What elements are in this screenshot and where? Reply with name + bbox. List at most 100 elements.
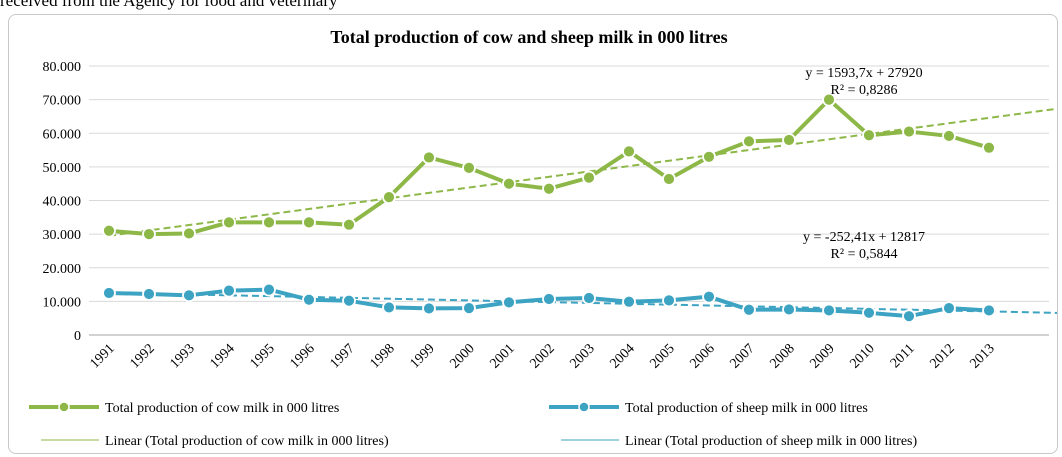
chart-frame: Total production of cow and sheep milk i… <box>8 14 1058 454</box>
data-point <box>702 289 716 304</box>
y-tick-label: 70.000 <box>43 94 82 109</box>
data-point <box>622 294 636 309</box>
x-tick-label: 2011 <box>888 341 918 371</box>
legend-label: Total production of cow milk in 000 litr… <box>105 401 339 416</box>
data-point <box>822 92 836 107</box>
x-tick-label: 2013 <box>967 341 997 371</box>
data-point <box>262 215 276 230</box>
data-point <box>222 283 236 298</box>
legend-marker <box>58 401 70 413</box>
data-point <box>942 301 956 316</box>
legend-marker <box>578 401 590 413</box>
y-tick-label: 60.000 <box>43 127 82 142</box>
x-tick-label: 2010 <box>847 341 877 371</box>
page-caption: received from the Agency for food and ve… <box>0 0 338 10</box>
y-tick-label: 10.000 <box>43 295 82 310</box>
data-point <box>342 217 356 232</box>
milk-production-chart: Total production of cow and sheep milk i… <box>29 27 1057 449</box>
x-tick-label: 2002 <box>527 341 557 371</box>
data-point <box>302 215 316 230</box>
y-tick-label: 80.000 <box>43 60 82 75</box>
grid-lines <box>89 65 1049 336</box>
x-tick-label: 1991 <box>87 341 117 371</box>
data-point <box>462 160 476 175</box>
data-point <box>902 124 916 139</box>
x-tick-label: 1998 <box>367 341 397 371</box>
data-point <box>422 150 436 165</box>
trendline-r-squared: R² = 0,5844 <box>831 247 898 262</box>
x-tick-label: 2008 <box>767 341 797 371</box>
trendline-equations: y = 1593,7x + 27920 R² = 0,8286 y = -252,4… <box>803 66 925 262</box>
data-point <box>662 172 676 186</box>
trendline-r-squared: R² = 0,8286 <box>831 83 898 98</box>
data-point <box>982 140 996 155</box>
data-point <box>102 286 116 300</box>
legend-label: Linear (Total production of sheep milk i… <box>625 434 918 449</box>
legend-label: Total production of sheep milk in 000 li… <box>625 401 868 416</box>
y-tick-label: 40.000 <box>43 195 82 210</box>
data-point <box>142 227 156 242</box>
x-tick-label: 2001 <box>487 341 517 371</box>
data-point <box>182 288 196 303</box>
data-point <box>102 223 116 238</box>
data-point <box>782 133 796 147</box>
data-point <box>342 293 356 308</box>
data-point <box>542 181 556 196</box>
data-point <box>862 128 876 143</box>
x-tick-label: 2012 <box>927 341 957 371</box>
data-point <box>462 301 476 316</box>
data-point <box>782 302 796 317</box>
x-tick-label: 1996 <box>287 341 317 371</box>
trendline-equation: y = 1593,7x + 27920 <box>805 66 922 81</box>
chart-title: Total production of cow and sheep milk i… <box>330 27 727 47</box>
y-axis-ticks: 0 10.000 20.000 30.000 40.000 50.000 60.000 70.… <box>43 60 82 344</box>
y-tick-label: 50.000 <box>43 161 82 176</box>
y-tick-label: 0 <box>74 329 81 344</box>
data-point <box>502 295 516 310</box>
data-point <box>742 302 756 317</box>
x-tick-label: 1999 <box>407 341 437 371</box>
data-series <box>102 92 996 324</box>
data-point <box>142 287 156 301</box>
x-tick-label: 2007 <box>727 341 757 371</box>
data-point <box>822 303 836 318</box>
data-point <box>382 300 396 315</box>
trendlines <box>108 107 1057 314</box>
x-tick-label: 2009 <box>807 341 837 371</box>
data-point <box>302 292 316 307</box>
x-tick-label: 1997 <box>327 341 357 371</box>
x-tick-label: 1992 <box>127 341 157 371</box>
data-point <box>222 215 236 230</box>
data-point <box>502 176 516 191</box>
data-point <box>582 291 596 305</box>
data-point <box>862 305 876 320</box>
data-point <box>902 309 916 324</box>
legend: Total production of cow milk in 000 litr… <box>29 401 918 449</box>
x-tick-label: 1994 <box>207 341 237 371</box>
x-tick-label: 2003 <box>567 341 597 371</box>
data-point <box>702 149 716 164</box>
data-point <box>542 292 556 306</box>
y-tick-label: 20.000 <box>43 262 82 277</box>
x-tick-label: 1993 <box>167 341 197 371</box>
data-point <box>382 190 396 205</box>
x-tick-label: 2005 <box>647 341 677 371</box>
data-point <box>182 226 196 241</box>
data-point <box>422 301 436 316</box>
x-tick-label: 2006 <box>687 341 717 371</box>
x-tick-label: 1995 <box>247 341 277 371</box>
y-tick-label: 30.000 <box>43 228 82 243</box>
data-point <box>742 134 756 149</box>
data-point <box>582 170 596 185</box>
trendline <box>108 107 1057 237</box>
x-tick-label: 2004 <box>607 341 637 371</box>
data-point <box>942 129 956 143</box>
x-tick-label: 2000 <box>447 341 477 371</box>
data-point <box>622 144 636 159</box>
data-point <box>982 303 996 318</box>
trendline-equation: y = -252,41x + 12817 <box>803 230 925 245</box>
legend-label: Linear (Total production of cow milk in … <box>105 434 389 449</box>
x-axis-ticks: 1991 1992 1993 1994 1995 1996 1997 1998 1999 2000… <box>87 341 997 371</box>
data-point <box>662 293 676 308</box>
data-point <box>262 282 276 297</box>
